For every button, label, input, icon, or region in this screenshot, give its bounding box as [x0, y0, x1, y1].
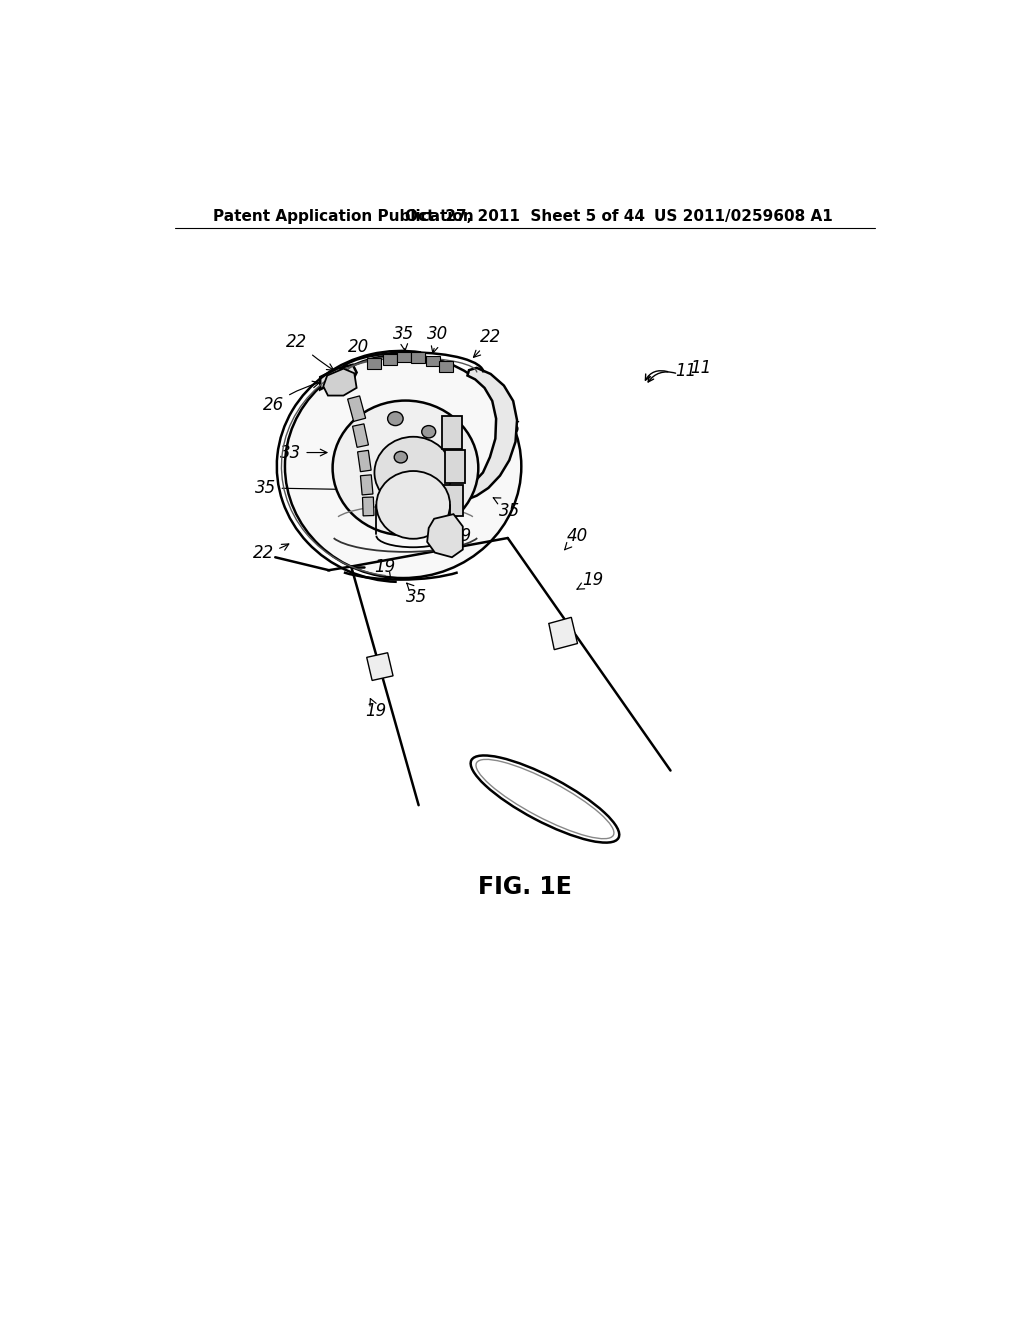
- Ellipse shape: [388, 412, 403, 425]
- Text: 19: 19: [375, 557, 396, 579]
- Text: 22: 22: [287, 333, 334, 371]
- Ellipse shape: [285, 355, 521, 578]
- Ellipse shape: [333, 400, 478, 536]
- Text: 40: 40: [564, 527, 588, 550]
- Polygon shape: [347, 396, 366, 421]
- Ellipse shape: [375, 437, 452, 508]
- Polygon shape: [383, 354, 397, 364]
- Text: 30: 30: [427, 325, 449, 352]
- Polygon shape: [321, 364, 356, 389]
- Ellipse shape: [422, 425, 435, 438]
- Text: 35: 35: [392, 325, 414, 351]
- Polygon shape: [324, 368, 356, 396]
- Text: 11: 11: [690, 359, 711, 376]
- Text: 33: 33: [281, 444, 327, 462]
- Ellipse shape: [377, 471, 450, 539]
- Text: 22: 22: [253, 544, 289, 561]
- Polygon shape: [362, 498, 374, 516]
- Text: 35: 35: [255, 479, 345, 496]
- Polygon shape: [411, 352, 425, 363]
- Polygon shape: [465, 368, 517, 499]
- Text: 35: 35: [406, 583, 427, 606]
- Text: 19: 19: [366, 698, 387, 721]
- Polygon shape: [438, 360, 453, 372]
- Text: 19: 19: [577, 572, 603, 589]
- Text: 22: 22: [395, 502, 416, 520]
- Text: FIG. 1E: FIG. 1E: [478, 875, 571, 899]
- Text: 25: 25: [500, 421, 520, 449]
- Text: 22: 22: [473, 329, 502, 358]
- Text: 26: 26: [263, 381, 319, 413]
- Polygon shape: [397, 351, 411, 363]
- Polygon shape: [549, 618, 578, 649]
- Text: Patent Application Publication: Patent Application Publication: [213, 209, 474, 223]
- Polygon shape: [368, 358, 381, 368]
- Polygon shape: [426, 355, 439, 367]
- Polygon shape: [357, 450, 371, 471]
- Text: 11: 11: [676, 362, 696, 380]
- Polygon shape: [360, 475, 373, 495]
- Text: 35: 35: [494, 498, 520, 520]
- Polygon shape: [442, 484, 463, 516]
- Polygon shape: [427, 515, 463, 557]
- Polygon shape: [352, 424, 369, 447]
- Ellipse shape: [394, 451, 408, 463]
- Ellipse shape: [407, 483, 423, 496]
- Text: Oct. 27, 2011  Sheet 5 of 44: Oct. 27, 2011 Sheet 5 of 44: [404, 209, 645, 223]
- Text: US 2011/0259608 A1: US 2011/0259608 A1: [654, 209, 834, 223]
- Polygon shape: [445, 450, 465, 483]
- Ellipse shape: [471, 755, 620, 842]
- Polygon shape: [367, 653, 393, 681]
- Text: 20: 20: [348, 338, 377, 370]
- Polygon shape: [442, 416, 462, 449]
- Text: 19: 19: [451, 527, 472, 545]
